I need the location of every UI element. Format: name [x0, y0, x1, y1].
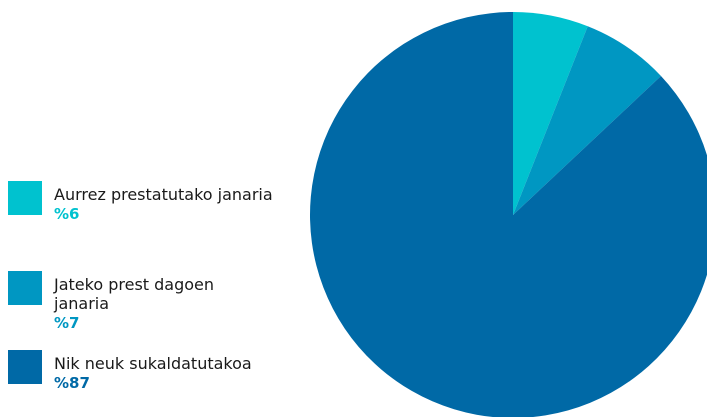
legend-text: Aurrez prestatutako janaria — [54, 185, 273, 204]
pie-slice — [513, 26, 661, 216]
value-label: %87 — [54, 374, 90, 392]
legend-text: Nik neuk sukaldatutakoa — [54, 354, 252, 373]
legend-text: Jateko prest dagoen janaria — [54, 275, 215, 313]
legend-swatch — [8, 271, 42, 305]
legend-label: Aurrez prestatutako janaria %6 — [54, 185, 274, 224]
pie-slice — [513, 12, 588, 215]
value-label: %7 — [54, 314, 80, 332]
value-label: %6 — [54, 205, 80, 223]
legend-swatch — [8, 350, 42, 384]
legend-label: Jateko prest dagoen janaria %7 — [54, 275, 274, 333]
legend-label: Nik neuk sukaldatutakoa %87 — [54, 354, 274, 393]
pie-slice — [310, 12, 707, 417]
legend-swatch — [8, 181, 42, 215]
